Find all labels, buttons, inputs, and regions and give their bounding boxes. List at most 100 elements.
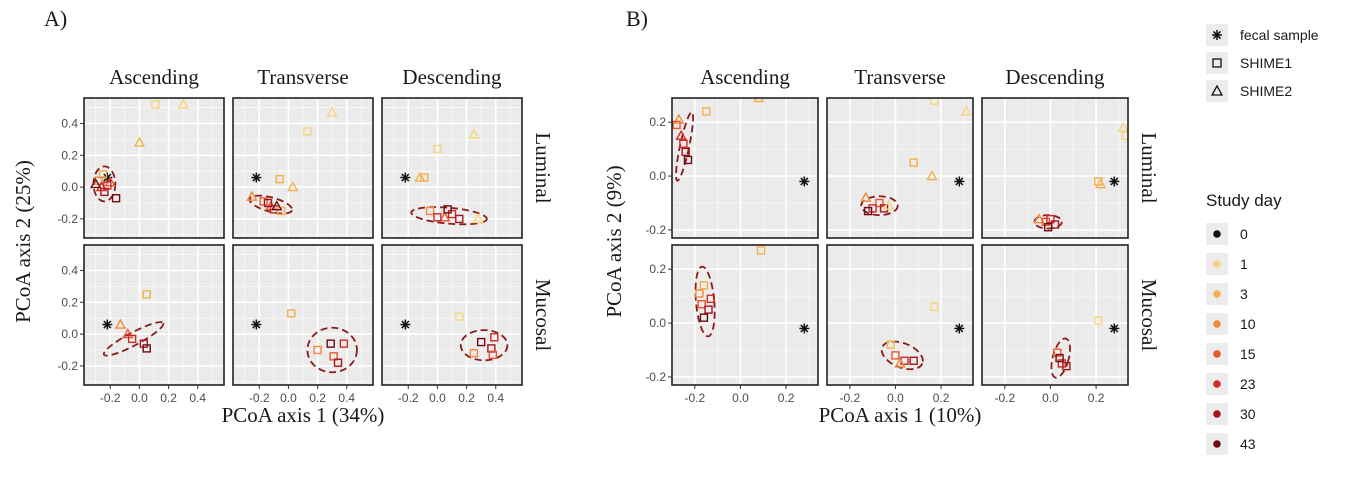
y-tick-label: 0.2 xyxy=(649,262,666,276)
y-tick-label: -0.2 xyxy=(645,370,666,384)
point-shime1 xyxy=(909,356,918,365)
asterisk-stroke xyxy=(401,173,410,182)
point-shime1 xyxy=(930,98,939,105)
y-tick-label: 0.0 xyxy=(61,180,78,194)
point-shime1 xyxy=(263,198,273,208)
point-shime1 xyxy=(488,350,498,359)
point-shime2 xyxy=(673,113,685,124)
point-shime1 xyxy=(699,281,709,290)
point-shime1 xyxy=(1041,217,1051,227)
point-shime2 xyxy=(326,106,338,117)
point-shime1 xyxy=(142,290,151,299)
facet-marks xyxy=(400,312,509,362)
point-shime1 xyxy=(303,127,312,136)
panel-letter: A) xyxy=(44,6,67,31)
point-shime2 xyxy=(894,357,906,368)
point-shime1 xyxy=(275,174,284,184)
point-shime1 xyxy=(469,348,479,358)
point-shime1 xyxy=(142,344,151,353)
point-shime1 xyxy=(672,120,681,130)
point-shime1 xyxy=(909,158,918,167)
point-shime1 xyxy=(100,187,109,197)
point-shime1 xyxy=(443,205,452,214)
facet-transverse-mucosal xyxy=(232,244,374,386)
x-tick-label: -0.2 xyxy=(249,391,270,405)
facet-grid xyxy=(672,245,818,385)
facet-marks xyxy=(400,128,488,226)
point-shime1 xyxy=(259,197,268,206)
point-shime1 xyxy=(98,170,108,179)
x-axis-title: PCoA axis 1 (34%) xyxy=(222,403,385,427)
y-axis-title: PCoA axis 2 (25%) xyxy=(11,160,35,323)
facet-border xyxy=(83,244,225,386)
x-tick-label: -0.2 xyxy=(398,391,419,405)
panel-letter: B) xyxy=(626,6,648,31)
y-tick-label: 0.0 xyxy=(649,316,666,330)
point-shime2 xyxy=(752,98,765,103)
point-shime1 xyxy=(326,339,335,348)
facet-column-label: Descending xyxy=(1005,65,1105,89)
point-shime2 xyxy=(1033,213,1045,224)
point-shime2 xyxy=(472,212,484,224)
point-shime1 xyxy=(420,173,429,182)
point-shime1 xyxy=(329,352,338,361)
x-tick-label: 0.0 xyxy=(1042,391,1059,405)
facet-marks xyxy=(880,302,965,371)
x-tick-label: 0.2 xyxy=(458,391,475,405)
facet-ascending-mucosal xyxy=(671,244,819,386)
point-shime1 xyxy=(333,358,343,367)
point-shime1 xyxy=(111,194,121,203)
point-shime1 xyxy=(127,334,137,344)
x-tick-label: 0.2 xyxy=(933,391,950,405)
facet-column-label: Descending xyxy=(402,65,502,89)
point-shime1 xyxy=(339,339,349,348)
point-shime1 xyxy=(891,351,900,360)
point-shime2 xyxy=(960,105,972,116)
facet-grid xyxy=(982,98,1128,238)
point-shime1 xyxy=(1043,223,1053,232)
x-tick-label: 0.4 xyxy=(338,391,355,405)
point-shime1 xyxy=(879,204,889,213)
asterisk-stroke xyxy=(1110,324,1119,333)
point-shime1 xyxy=(287,309,296,318)
x-tick-label: -0.2 xyxy=(684,391,705,405)
facet-marks xyxy=(1033,121,1128,232)
point-shime1 xyxy=(697,300,706,309)
y-tick-label: 0.0 xyxy=(61,327,78,341)
facet-background xyxy=(982,98,1128,238)
x-tick-label: 0.0 xyxy=(131,391,148,405)
facet-border xyxy=(83,97,225,239)
point-shime1 xyxy=(1062,361,1071,371)
facet-row-label: Mucosal xyxy=(531,279,555,351)
x-tick-label: 0.2 xyxy=(160,391,177,405)
facet-descending-luminal xyxy=(381,97,523,239)
facet-border xyxy=(671,97,819,239)
point-shime1 xyxy=(681,147,690,157)
point-shime1 xyxy=(490,333,499,342)
y-tick-label: 0.4 xyxy=(61,263,78,277)
legend-day-dot xyxy=(1213,410,1221,418)
legend-asterisk-icon xyxy=(1212,30,1222,40)
legend: fecal sample SHIME1 SHIME2 Study day 0 1 3 10 15… xyxy=(1206,24,1319,455)
point-shime1 xyxy=(276,206,286,216)
facet-border xyxy=(232,244,374,386)
asterisk-stroke xyxy=(103,173,112,182)
facet-grid xyxy=(84,245,224,385)
facet-marks xyxy=(246,106,338,216)
facet-ascending-luminal xyxy=(671,97,819,239)
legend-day-dot xyxy=(1213,440,1221,448)
legend-triangle-icon xyxy=(1210,84,1224,96)
point-shime1 xyxy=(930,302,939,312)
legend-day-dot xyxy=(1213,380,1221,388)
asterisk-stroke xyxy=(1212,30,1222,40)
point-fecal-sample xyxy=(400,319,411,330)
asterisk-stroke xyxy=(401,320,410,329)
point-shime2 xyxy=(271,200,283,211)
facet-border xyxy=(826,244,974,386)
x-tick-label: 0.2 xyxy=(778,391,795,405)
facet-background xyxy=(672,98,818,238)
confidence-ellipse xyxy=(860,195,899,217)
point-fecal-sample xyxy=(251,172,262,183)
point-shime1 xyxy=(1055,353,1064,363)
point-shime1 xyxy=(425,206,435,216)
